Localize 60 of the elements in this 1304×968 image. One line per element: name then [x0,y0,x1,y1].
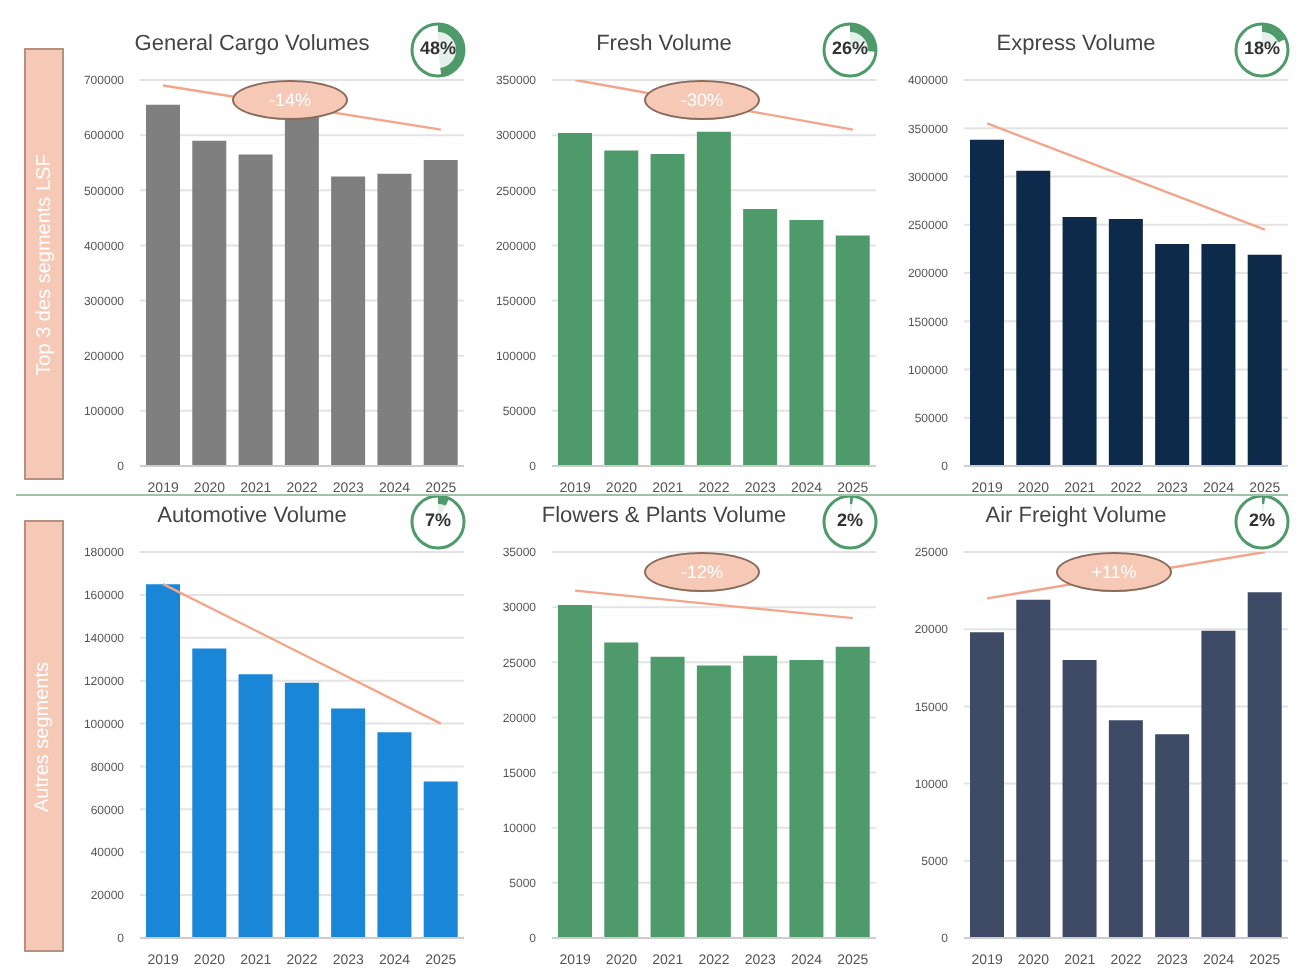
bar [1247,254,1282,466]
bar [146,584,180,938]
bar [696,665,731,938]
oval-badge: -30% [644,80,760,120]
bar [650,656,685,938]
oval-badge: +11% [1056,552,1172,592]
chart-title: Flowers & Plants Volume [541,504,787,528]
bar [743,209,778,466]
bar [696,131,731,466]
text: 7% [422,510,453,530]
bar [558,132,592,466]
bar [192,140,227,466]
bar [1155,244,1190,466]
bar [423,781,458,938]
bar [423,159,458,466]
text: Top 3 des segments LSF [33,153,55,375]
bar [1108,720,1143,938]
bar [146,104,180,466]
text: 2% [834,510,865,530]
text: 26% [829,38,870,58]
bar [284,115,319,466]
bar [835,646,870,938]
bar [1155,734,1190,938]
bar [1016,170,1051,466]
bar [238,674,273,938]
bar [604,150,639,466]
chart-title: Air Freight Volume [985,504,1167,528]
bar [970,632,1004,938]
chart-title: General Cargo Volumes [134,32,370,56]
bar [238,154,273,466]
bar [1108,218,1143,466]
bar [650,153,685,466]
bar [970,139,1004,466]
bar [331,708,366,938]
chart-title: Fresh Volume [596,32,732,56]
oval-badge: -14% [232,80,348,120]
text: 2% [1246,510,1277,530]
text: Autres segments [33,660,56,812]
bar [1016,599,1051,938]
bar [558,604,592,938]
chart-title: Automotive Volume [157,504,347,528]
bar [377,173,412,466]
text: 48% [417,38,458,58]
bar [284,682,319,938]
bar [192,648,227,938]
bar [789,660,824,938]
bar [377,732,412,938]
bar [1201,244,1236,466]
bar [331,176,366,466]
bar [743,655,778,938]
bar [1201,630,1236,938]
bar [1062,217,1097,466]
text: 18% [1241,38,1282,58]
oval-badge: -12% [644,552,760,592]
bar [1062,660,1097,938]
bar [604,642,639,938]
bar [1247,592,1282,938]
chart-title: Express Volume [996,32,1156,56]
bar [789,220,824,466]
bar [835,235,870,466]
